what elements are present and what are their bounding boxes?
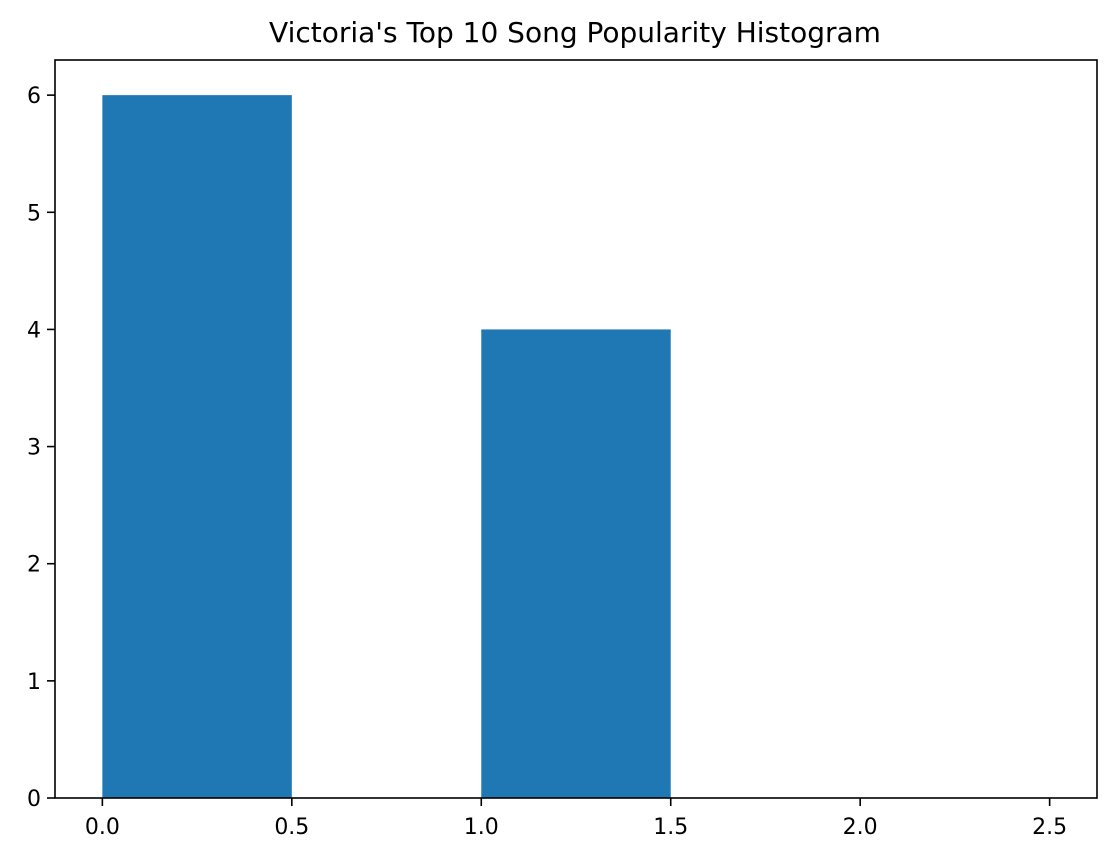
histogram-bar-2 bbox=[481, 329, 671, 798]
x-tick-label: 1.5 bbox=[653, 815, 688, 840]
y-axis-ticks: 0 1 2 3 4 5 6 bbox=[27, 84, 55, 812]
y-tick-label: 1 bbox=[27, 670, 41, 695]
y-tick-label: 2 bbox=[27, 553, 41, 578]
histogram-bar-0 bbox=[102, 95, 292, 798]
y-tick-label: 5 bbox=[27, 201, 41, 226]
x-axis-ticks: 0.0 0.5 1.0 1.5 2.0 2.5 bbox=[85, 798, 1067, 840]
y-tick-label: 3 bbox=[27, 436, 41, 461]
x-tick-label: 2.0 bbox=[843, 815, 878, 840]
y-tick-label: 6 bbox=[27, 84, 41, 109]
chart-title: Victoria's Top 10 Song Popularity Histog… bbox=[269, 16, 881, 49]
x-tick-label: 2.5 bbox=[1032, 815, 1067, 840]
y-tick-label: 0 bbox=[27, 787, 41, 812]
y-tick-label: 4 bbox=[27, 318, 41, 343]
x-tick-label: 0.5 bbox=[274, 815, 309, 840]
x-tick-label: 1.0 bbox=[464, 815, 499, 840]
bars-group bbox=[102, 95, 671, 798]
plot-area-frame bbox=[54, 59, 1098, 799]
x-tick-label: 0.0 bbox=[85, 815, 120, 840]
